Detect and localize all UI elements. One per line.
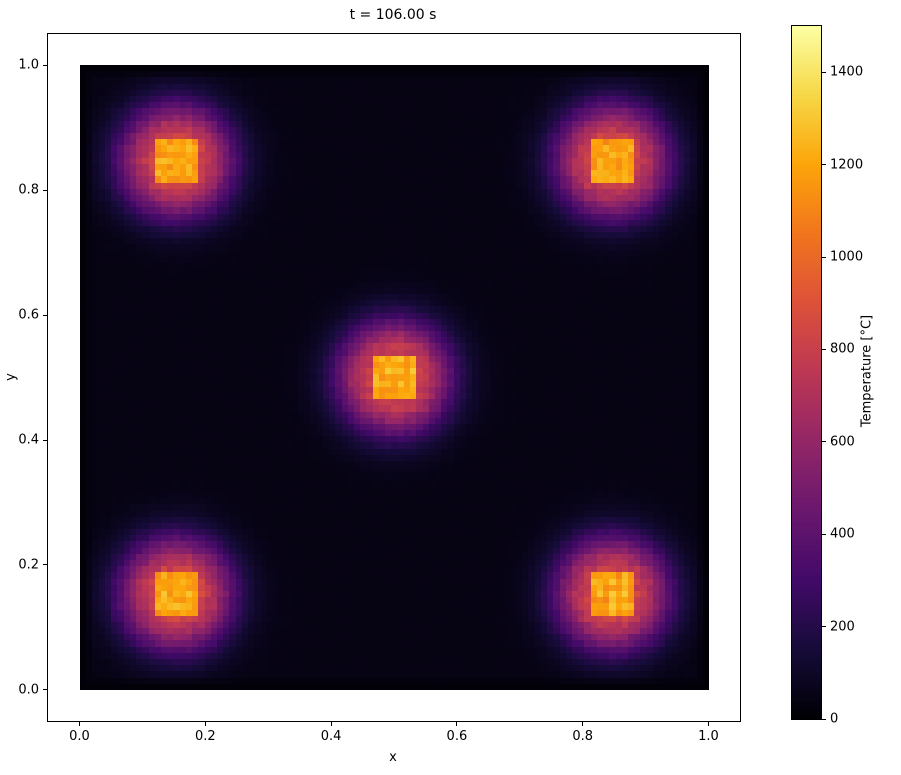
x-tick-label: 0.6 (446, 729, 468, 744)
y-tick (43, 189, 47, 191)
x-tick (582, 722, 584, 726)
colorbar-tick (822, 441, 826, 443)
y-tick (43, 564, 47, 566)
colorbar-tick-label: 0 (830, 711, 839, 727)
y-tick-label: 0.0 (18, 682, 39, 698)
colorbar-tick (822, 718, 826, 720)
y-tick-label: 0.8 (18, 182, 39, 198)
y-tick-label: 0.2 (18, 557, 39, 573)
x-tick (330, 722, 332, 726)
x-tick-label: 0.2 (194, 729, 216, 744)
plot-area: 0.0 0.2 0.4 0.6 0.8 1.0 0.0 0.2 0.4 0.6 0.8 1.0 (18, 33, 741, 744)
y-tick (43, 314, 47, 316)
colorbar-tick-label: 200 (830, 619, 855, 635)
colorbar-gradient (792, 26, 821, 719)
colorbar: 0 200 400 600 800 1000 1200 1400 (791, 25, 863, 727)
colorbar-tick (822, 533, 826, 535)
colorbar-tick (822, 71, 826, 73)
x-axis-label: x (389, 750, 397, 765)
x-tick-label: 1.0 (698, 729, 719, 744)
x-tick (204, 722, 206, 726)
y-axis-label: y (3, 373, 19, 381)
colorbar-tick (822, 348, 826, 350)
colorbar-tick-label: 1400 (830, 64, 864, 80)
x-tick (456, 722, 458, 726)
x-tick (708, 722, 709, 726)
y-tick-label: 0.4 (18, 432, 39, 448)
colorbar-tick-label: 1000 (830, 249, 864, 265)
colorbar-tick (822, 164, 826, 166)
colorbar-tick (822, 626, 826, 628)
colorbar-tick-label: 1200 (830, 157, 864, 173)
colorbar-tick (822, 256, 826, 258)
y-tick (43, 689, 47, 691)
y-tick (43, 439, 47, 441)
colorbar-tick-label: 800 (830, 341, 855, 357)
x-tick-label: 0.8 (572, 729, 594, 744)
x-tick-label: 0.0 (69, 729, 90, 744)
heatmap-image (79, 65, 709, 691)
x-tick (79, 722, 80, 726)
chart-title: t = 106.00 s (349, 7, 437, 23)
colorbar-tick-label: 600 (830, 434, 855, 450)
y-tick (43, 64, 47, 66)
y-tick-label: 0.6 (18, 307, 39, 323)
colorbar-label: Temperature [°C] (859, 314, 875, 428)
y-tick-label: 1.0 (18, 57, 39, 73)
colorbar-tick-label: 400 (830, 526, 855, 542)
x-tick-label: 0.4 (320, 729, 342, 744)
